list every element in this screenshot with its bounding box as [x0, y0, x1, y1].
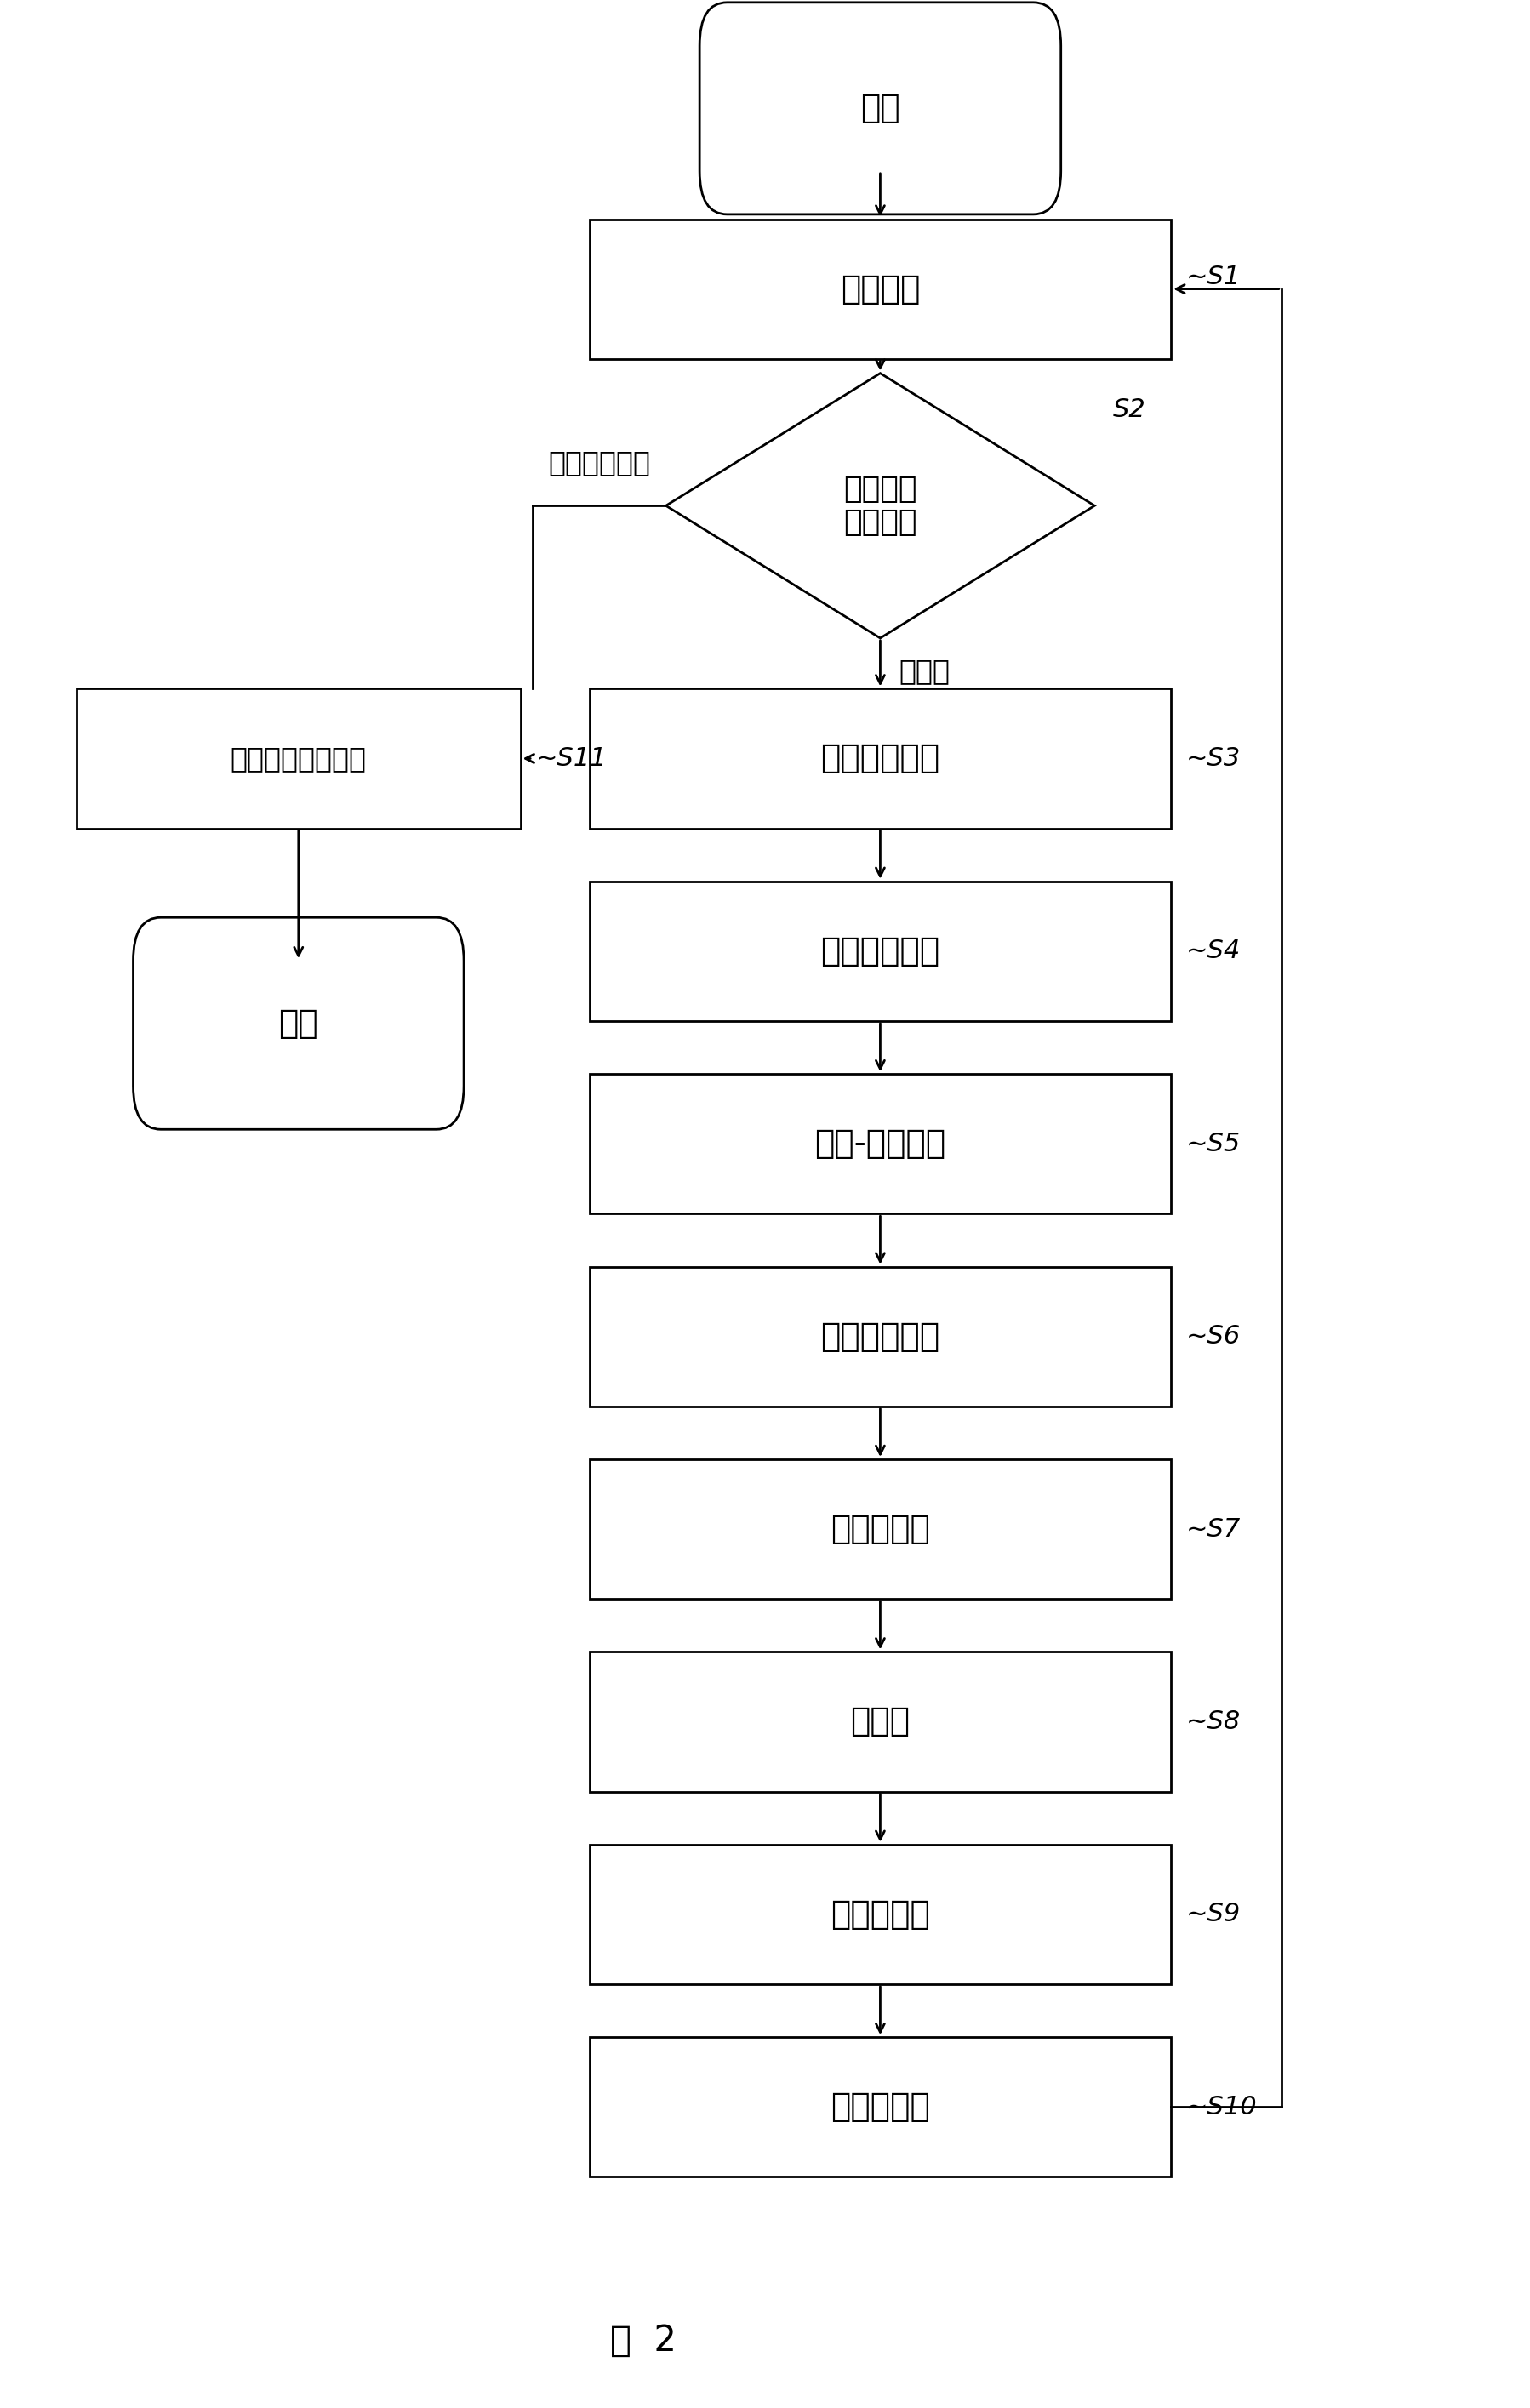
- Text: 输入信号移位: 输入信号移位: [820, 742, 939, 775]
- FancyBboxPatch shape: [133, 917, 464, 1129]
- FancyBboxPatch shape: [589, 1459, 1170, 1599]
- FancyBboxPatch shape: [589, 2037, 1170, 2177]
- Text: ~S1: ~S1: [1186, 265, 1241, 289]
- FancyBboxPatch shape: [589, 1652, 1170, 1792]
- Text: ~S7: ~S7: [1186, 1517, 1241, 1541]
- FancyBboxPatch shape: [699, 2, 1060, 214]
- FancyBboxPatch shape: [589, 1267, 1170, 1406]
- FancyBboxPatch shape: [589, 881, 1170, 1021]
- Text: 保留位校正: 保留位校正: [831, 2090, 929, 2124]
- Text: ~S9: ~S9: [1186, 1902, 1241, 1926]
- Text: 输入信号
结束判断: 输入信号 结束判断: [843, 474, 916, 537]
- Text: 听觉心理运算: 听觉心理运算: [820, 934, 939, 968]
- Text: 结束: 结束: [278, 1007, 318, 1040]
- FancyBboxPatch shape: [589, 689, 1170, 828]
- FancyBboxPatch shape: [589, 219, 1170, 359]
- Text: ~S8: ~S8: [1186, 1710, 1241, 1734]
- Text: 谱量化: 谱量化: [851, 1705, 909, 1739]
- Text: ~S3: ~S3: [1186, 746, 1241, 771]
- FancyBboxPatch shape: [589, 1074, 1170, 1214]
- Text: ~S10: ~S10: [1186, 2095, 1256, 2119]
- Text: 输入信号结束: 输入信号结束: [548, 448, 650, 477]
- Text: ~S6: ~S6: [1186, 1324, 1241, 1348]
- Text: ~S5: ~S5: [1186, 1132, 1241, 1156]
- Text: ~S11: ~S11: [536, 746, 606, 771]
- Text: 量化阶预测: 量化阶预测: [831, 1512, 929, 1546]
- Text: 开始: 开始: [860, 92, 900, 125]
- Text: 时间-频率变换: 时间-频率变换: [814, 1127, 946, 1161]
- Text: S2: S2: [1112, 397, 1146, 421]
- Text: 延迟的位整形输出: 延迟的位整形输出: [231, 744, 366, 773]
- FancyBboxPatch shape: [76, 689, 520, 828]
- Text: 图  2: 图 2: [609, 2324, 676, 2357]
- Text: 输入指定: 输入指定: [840, 272, 920, 306]
- FancyBboxPatch shape: [589, 1845, 1170, 1984]
- Text: ~S4: ~S4: [1186, 939, 1241, 963]
- Text: 位整形输出: 位整形输出: [831, 1898, 929, 1931]
- Polygon shape: [666, 373, 1094, 638]
- Text: 比例因子计算: 比例因子计算: [820, 1320, 939, 1353]
- Text: 未结束: 未结束: [898, 657, 949, 686]
